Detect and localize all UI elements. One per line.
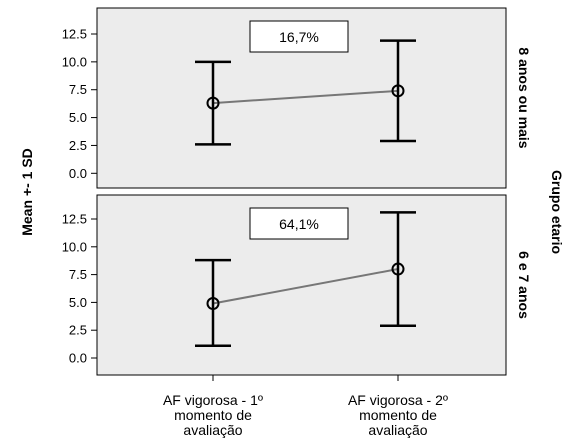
x-category-label: AF vigorosa - 2º: [348, 392, 448, 408]
x-category-label: avaliação: [368, 422, 427, 438]
annotation-box: [249, 20, 349, 53]
mean-marker: [206, 297, 220, 311]
y-tick-label: 12.5: [62, 212, 87, 227]
x-category-label: momento de: [174, 407, 252, 423]
mean-line: [212, 89, 399, 105]
y-tick-label: 0.0: [69, 351, 87, 366]
panels: 0.02.55.07.510.012.5 16,7%8 anos ou mais0…: [62, 7, 532, 376]
panel-strip-label: 6 e 7 anos: [516, 251, 532, 319]
y-axis-label: Mean +- 1 SD: [19, 148, 35, 236]
y-tick-label: 5.0: [69, 110, 87, 125]
panel-2: 0.0 2.5 5.0 7.5 10.0 12.5 64,1% 6 e 7 anos: [62, 194, 532, 376]
y-tick-label: 7.5: [69, 267, 87, 282]
y-tick-label: 2.5: [69, 323, 87, 338]
annotation-box: [249, 207, 349, 240]
x-category-label: momento de: [359, 407, 437, 423]
mean-line: [212, 268, 399, 305]
y-tick-label: 12.5: [62, 27, 87, 42]
mean-marker: [206, 96, 220, 110]
x-category-label: AF vigorosa - 1º: [163, 392, 263, 408]
y-tick-label: 10.0: [62, 54, 87, 69]
y-tick-label: 7.5: [69, 82, 87, 97]
annotation-text: 64,1%: [279, 216, 319, 232]
y-tick-label: 2.5: [69, 138, 87, 153]
mean-marker: [391, 262, 405, 276]
facet-title: Grupo etario: [549, 170, 564, 254]
y-tick-label: 0.0: [69, 166, 87, 181]
panel-strip-label: 8 anos ou mais: [516, 47, 532, 148]
y-tick-label: 5.0: [69, 295, 87, 310]
mean-marker: [391, 84, 405, 98]
y-tick-label: 10.0: [62, 239, 87, 254]
x-category-label: avaliação: [183, 422, 242, 438]
annotation-text: 16,7%: [279, 29, 319, 45]
panel-1: 0.0 2.5 5.0 7.5 10.0 12.5 16,7% 8 anos ou mais: [62, 7, 532, 189]
